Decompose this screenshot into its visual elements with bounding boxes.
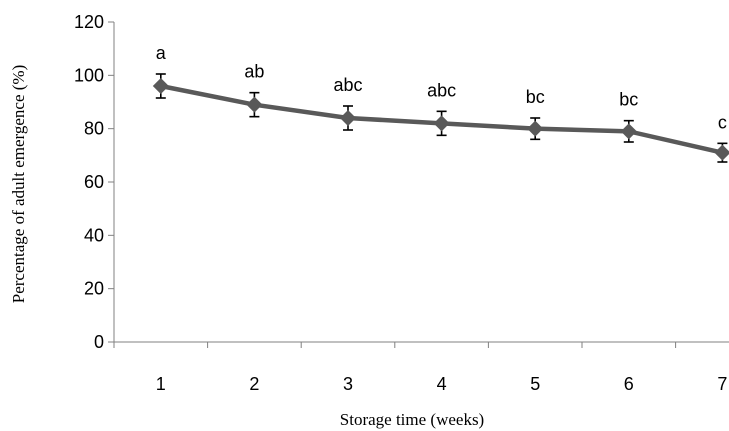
significance-label: bc [619, 90, 638, 110]
data-point-group: a [152, 43, 169, 99]
significance-label: bc [526, 87, 545, 107]
y-axis-title: Percentage of adult emergence (%) [9, 65, 28, 304]
data-series: a ab abc abc bc bc c [152, 43, 729, 163]
data-point-group: bc [526, 87, 545, 141]
data-point-marker [340, 110, 356, 126]
y-tick-label: 0 [94, 332, 104, 352]
labels: Storage time (weeks) Percentage of adult… [9, 65, 484, 429]
data-point-group: bc [619, 90, 638, 143]
x-tick-label: 2 [249, 374, 259, 394]
y-tick-label: 120 [74, 12, 104, 32]
y-tick-label: 100 [74, 65, 104, 85]
x-tick-label: 5 [530, 374, 540, 394]
x-tick-label: 7 [717, 374, 727, 394]
y-tick-label: 60 [84, 172, 104, 192]
data-point-marker [246, 96, 263, 113]
significance-label: abc [333, 75, 362, 95]
data-point-marker [527, 120, 544, 137]
data-point-group: abc [427, 80, 456, 137]
significance-label: abc [427, 80, 456, 100]
y-tick-label: 40 [84, 225, 104, 245]
significance-label: a [156, 43, 167, 63]
x-axis-title: Storage time (weeks) [340, 410, 484, 429]
x-tick-label: 3 [343, 374, 353, 394]
data-point-group: abc [333, 75, 363, 131]
x-tick-label: 1 [156, 374, 166, 394]
x-tick-label: 4 [437, 374, 447, 394]
data-point-group: ab [244, 62, 264, 118]
ticks: 0 20 40 60 80 100 120 1 2 3 4 5 6 7 [74, 12, 727, 394]
data-point-group: c [714, 112, 729, 163]
significance-label: c [718, 112, 727, 132]
data-point-marker [620, 123, 637, 140]
axes [113, 22, 729, 343]
x-tick-label: 6 [624, 374, 634, 394]
y-tick-label: 80 [84, 119, 104, 139]
data-point-marker [714, 144, 729, 161]
data-point-marker [152, 78, 169, 94]
data-point-marker [433, 115, 450, 132]
y-tick-label: 20 [84, 279, 104, 299]
significance-label: ab [244, 62, 264, 82]
